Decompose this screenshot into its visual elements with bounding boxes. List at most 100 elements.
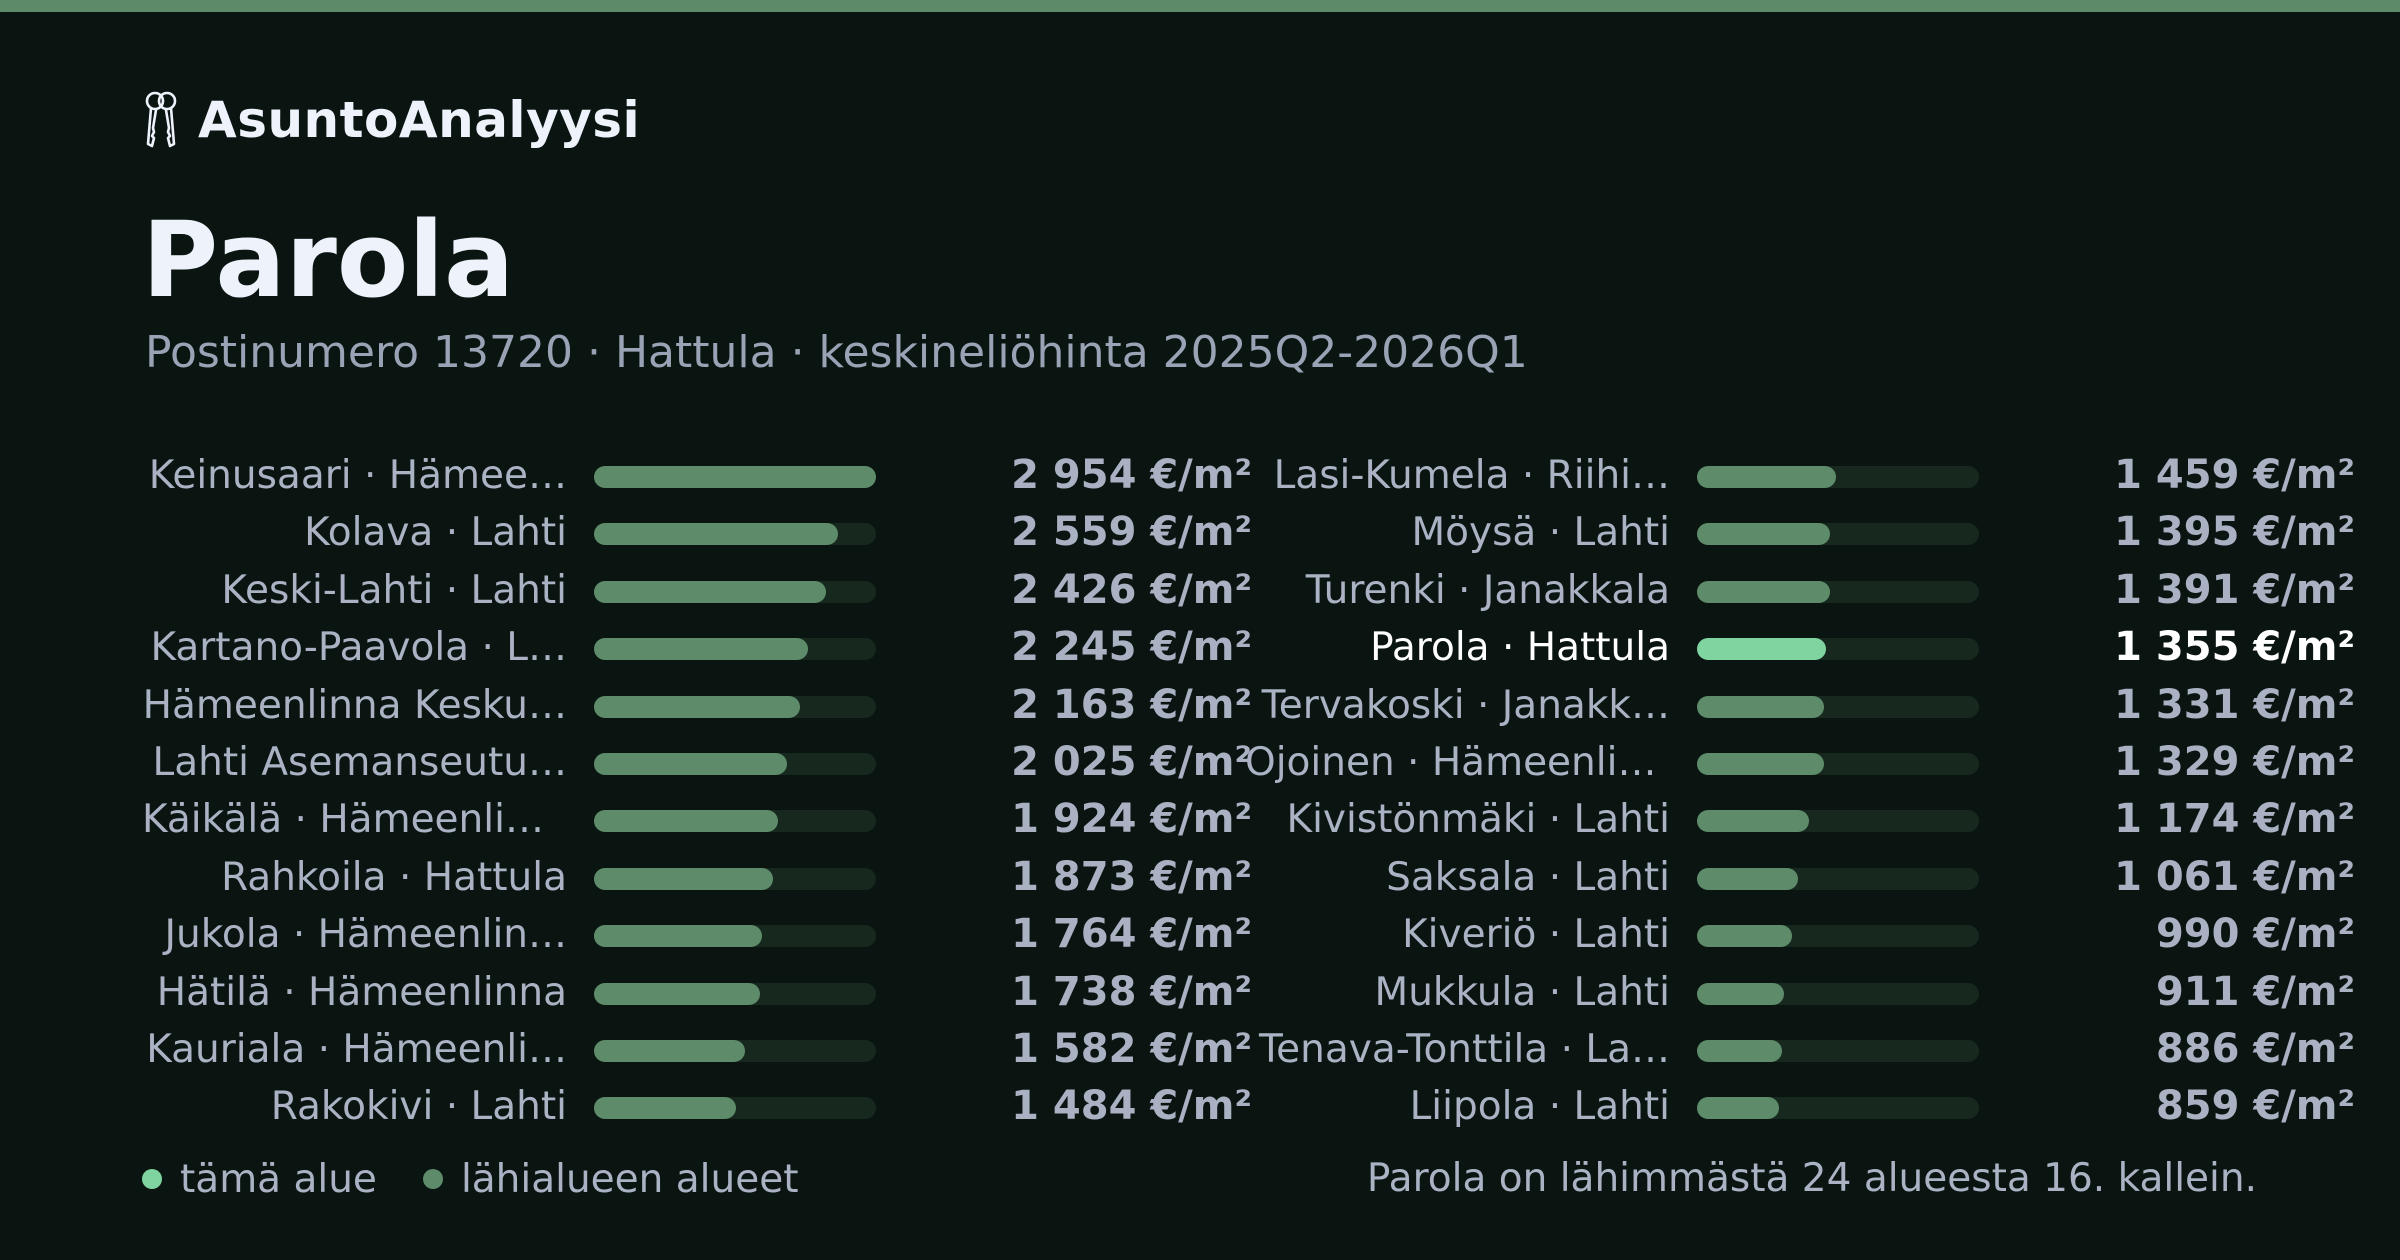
bar-track [594, 810, 876, 833]
bar-track [594, 1097, 876, 1120]
bar-label: Mukkula · Lahti [1374, 969, 1670, 1015]
bar-label: Parola · Hattula [1370, 625, 1670, 671]
bar-value-label: 1 459 €/m² [2114, 452, 2355, 498]
bar-value-label: 2 559 €/m² [1011, 509, 1252, 556]
bar-row: Liipola · Lahti 859 €/m² [1245, 1078, 2355, 1135]
bar-row: Mukkula · Lahti 911 €/m² [1245, 964, 2355, 1021]
bar-row: Jukola · Hämeenlin… 1 764 €/m² [142, 906, 1252, 963]
legend-current-label: tämä alue [180, 1156, 377, 1202]
bar-track [594, 1039, 876, 1062]
bar-track [1697, 638, 1979, 661]
bar-row: Lasi-Kumela · Riihi… 1 459 €/m² [1245, 447, 2355, 504]
bar-row: Tervakoski · Janakk… 1 331 €/m² [1245, 677, 2355, 734]
bar-track [594, 695, 876, 718]
bar [1697, 925, 1792, 948]
bar-track [1697, 695, 1979, 718]
bar-column-left: Keinusaari · Hämee… 2 954 €/m² Kolava · La… [142, 447, 1252, 1136]
bar [1697, 466, 1837, 488]
bar-label: Kolava · Lahti [304, 510, 567, 556]
bar-track [594, 580, 876, 603]
bar-row: Keski-Lahti · Lahti 2 426 €/m² [142, 562, 1252, 619]
bar-value-label: 1 329 €/m² [2114, 738, 2355, 785]
bar-row: Hätilä · Hämeenlinna 1 738 €/m² [142, 964, 1252, 1021]
bar-column-right: Lasi-Kumela · Riihi… 1 459 €/m² Möysä · La… [1245, 447, 2355, 1136]
bar-row: Hämeenlinna Kesku… 2 163 €/m² [142, 677, 1252, 734]
bar [1697, 752, 1824, 775]
bar-row: Keinusaari · Hämee… 2 954 €/m² [142, 447, 1252, 504]
legend-item-current: tämä alue [142, 1157, 377, 1202]
bar-track [1697, 752, 1979, 775]
bar [1697, 810, 1810, 833]
bar-label: Tervakoski · Janakk… [1261, 682, 1670, 728]
bar [594, 466, 876, 488]
bar-track [1697, 1039, 1979, 1062]
bar-track [1697, 523, 1979, 546]
bar-label: Lasi-Kumela · Riihi… [1273, 453, 1670, 498]
accent-top-bar [0, 0, 2400, 12]
bar-value-label: 1 061 €/m² [2114, 853, 2355, 900]
bar [594, 752, 788, 775]
bar-label: Turenki · Janakkala [1305, 567, 1670, 613]
bar [594, 810, 778, 833]
keys-icon [145, 91, 177, 148]
bar-label: Lahti Asemanseutu… [152, 739, 567, 785]
bar [594, 867, 773, 890]
bar-value-label: 859 €/m² [2155, 1083, 2355, 1130]
bar [1697, 638, 1827, 661]
bar [594, 982, 760, 1005]
bar-track [1697, 867, 1979, 890]
bar-track [1697, 810, 1979, 833]
bar-label: Hätilä · Hämeenlinna [156, 969, 567, 1015]
bar-track [594, 638, 876, 661]
page-title: Parola [142, 199, 515, 321]
bar [1697, 982, 1784, 1005]
page-subtitle: Postinumero 13720 · Hattula · keskineliö… [145, 327, 1528, 378]
bar-row: Parola · Hattula 1 355 €/m² [1245, 619, 2355, 676]
bar-track [594, 466, 876, 488]
rank-note: Parola on lähimmästä 24 alueesta 16. kal… [1366, 1156, 2257, 1201]
bar [1697, 523, 1831, 546]
bar-label: Keinusaari · Hämee… [148, 453, 567, 498]
bar [594, 1097, 736, 1120]
bar-value-label: 886 €/m² [2155, 1025, 2355, 1072]
bar [594, 1039, 746, 1062]
bar-value-label: 1 484 €/m² [1011, 1083, 1252, 1130]
bar-value-label: 1 738 €/m² [1011, 968, 1252, 1015]
bar-label: Kivistönmäki · Lahti [1286, 797, 1671, 843]
bar-track [1697, 1097, 1979, 1120]
bar-row: Möysä · Lahti 1 395 €/m² [1245, 504, 2355, 561]
bar-value-label: 990 €/m² [2155, 911, 2355, 958]
bar-label: Liipola · Lahti [1409, 1084, 1670, 1130]
bar-value-label: 1 331 €/m² [2114, 681, 2355, 728]
brand-name: AsuntoAnalyysi [198, 91, 641, 149]
bar-value-label: 1 924 €/m² [1011, 796, 1252, 843]
bar-track [594, 523, 876, 546]
bar-row: Kiveriö · Lahti 990 €/m² [1245, 906, 2355, 963]
bar [1697, 580, 1830, 603]
bar-row: Lahti Asemanseutu… 2 025 €/m² [142, 734, 1252, 791]
bar [594, 925, 763, 948]
bar-label: Tenava-Tonttila · La… [1258, 1026, 1670, 1072]
legend-item-neighbors: lähialueen alueet [422, 1157, 799, 1202]
bar-value-label: 1 391 €/m² [2114, 566, 2355, 613]
neighbor-area-dot-icon [422, 1169, 443, 1189]
bar-value-label: 1 764 €/m² [1011, 911, 1252, 958]
bar-label: Ojoinen · Hämeenlin… [1245, 739, 1670, 785]
bar-label: Möysä · Lahti [1411, 510, 1670, 556]
bar-label: Kiveriö · Lahti [1402, 912, 1670, 958]
bar-track [594, 925, 876, 948]
bar-track [594, 982, 876, 1005]
legend: tämä alue lähialueen alueet [142, 1150, 845, 1208]
bar-label: Kartano-Paavola · L… [150, 625, 567, 671]
bar-row: Kauriala · Hämeenli… 1 582 €/m² [142, 1021, 1252, 1078]
bar [1697, 695, 1825, 718]
bar-track [594, 867, 876, 890]
bar-label: Jukola · Hämeenlin… [164, 912, 567, 958]
bar-value-label: 2 245 €/m² [1011, 624, 1252, 671]
bar-row: Turenki · Janakkala 1 391 €/m² [1245, 562, 2355, 619]
bar-value-label: 911 €/m² [2155, 968, 2355, 1015]
bar-row: Rakokivi · Lahti 1 484 €/m² [142, 1078, 1252, 1135]
bar-value-label: 2 163 €/m² [1011, 681, 1252, 728]
bar-value-label: 2 954 €/m² [1011, 452, 1252, 498]
bar-row: Ojoinen · Hämeenlin… 1 329 €/m² [1245, 734, 2355, 791]
